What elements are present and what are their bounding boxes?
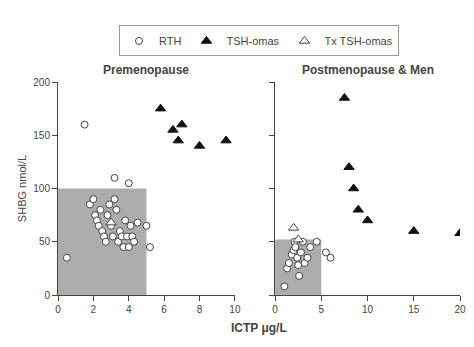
svg-text:0: 0: [44, 290, 50, 301]
svg-text:Postmenopause & Men: Postmenopause & Men: [302, 63, 434, 77]
svg-text:4: 4: [126, 304, 132, 315]
svg-text:150: 150: [33, 130, 50, 141]
svg-text:6: 6: [161, 304, 167, 315]
svg-text:0: 0: [55, 304, 61, 315]
svg-text:Premenopause: Premenopause: [103, 63, 189, 77]
svg-text:10: 10: [229, 304, 241, 315]
svg-text:200: 200: [33, 77, 50, 88]
svg-text:5: 5: [319, 304, 325, 315]
svg-text:8: 8: [197, 304, 203, 315]
svg-text:2: 2: [91, 304, 97, 315]
svg-text:0: 0: [272, 304, 278, 315]
svg-text:20: 20: [454, 304, 466, 315]
svg-text:SHBG nmol/L: SHBG nmol/L: [16, 155, 28, 222]
svg-text:50: 50: [39, 236, 51, 247]
svg-text:15: 15: [408, 304, 420, 315]
svg-text:Tx TSH-omas: Tx TSH-omas: [325, 35, 393, 47]
svg-text:100: 100: [33, 183, 50, 194]
svg-text:RTH: RTH: [159, 35, 181, 47]
svg-text:ICTP μg/L: ICTP μg/L: [231, 321, 287, 335]
svg-text:TSH-omas: TSH-omas: [226, 35, 279, 47]
svg-text:10: 10: [362, 304, 374, 315]
